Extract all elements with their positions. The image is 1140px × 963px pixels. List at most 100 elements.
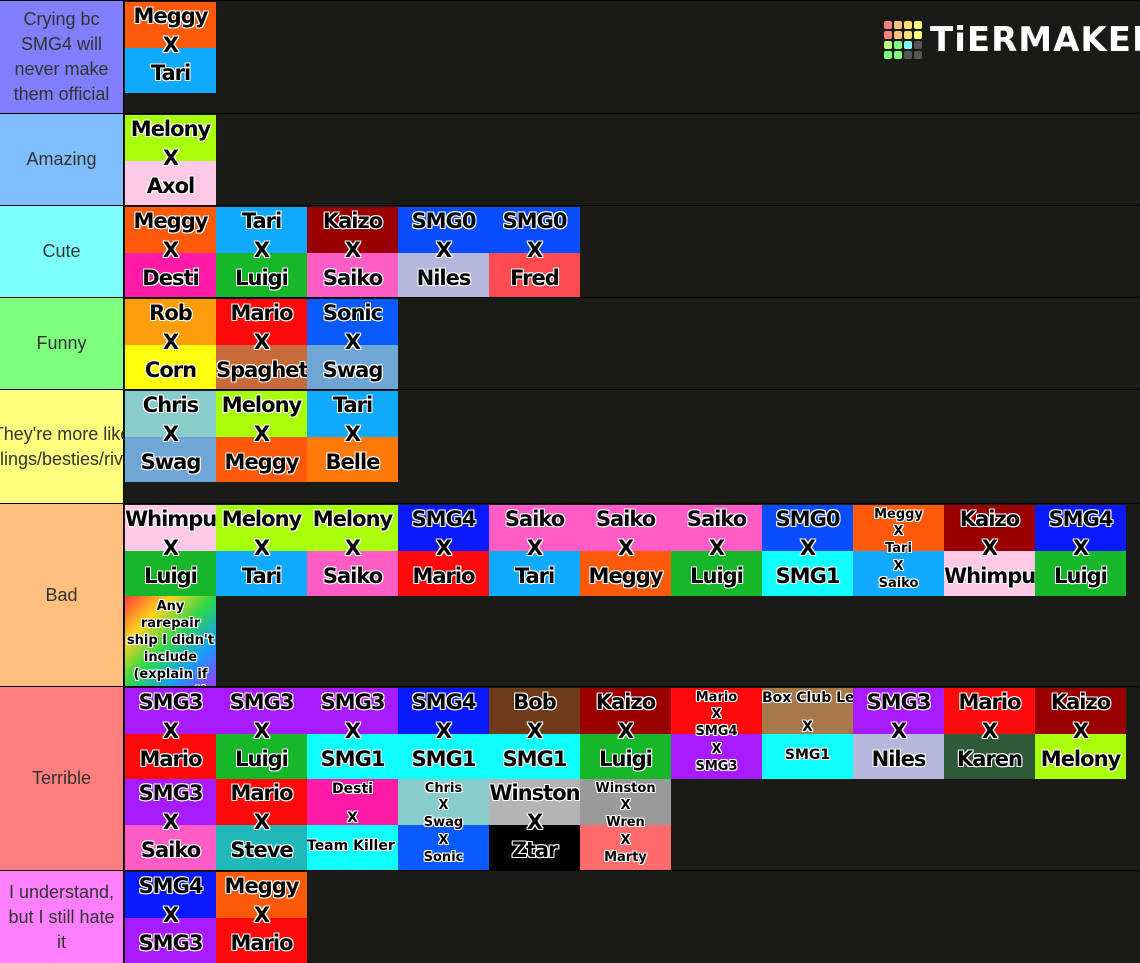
tier-label[interactable]: Funny <box>0 298 124 389</box>
ship-name: Tari <box>885 541 912 557</box>
ship-name: Mario <box>230 781 293 805</box>
tile-top-color <box>944 505 1035 551</box>
tier-label[interactable]: Cute <box>0 206 124 297</box>
tile-bottom-color <box>853 733 944 779</box>
ship-tile[interactable]: Kaizo X Saiko <box>307 207 398 298</box>
ship-tile[interactable]: Sonic X Swag <box>307 299 398 390</box>
ship-tile[interactable]: Box Club Leader X SMG1 <box>762 688 853 779</box>
ship-tile[interactable]: Winston X Ztar <box>489 779 580 870</box>
ship-tile[interactable]: SMG4 X Mario <box>398 505 489 596</box>
tile-bottom-color <box>216 344 307 390</box>
ship-name: Fred <box>510 266 560 290</box>
logo-grid-cell <box>884 41 892 49</box>
tile-bottom-color <box>307 344 398 390</box>
tier-label[interactable]: Bad <box>0 504 124 686</box>
ship-tile[interactable]: Chris X Swag <box>125 391 216 482</box>
tier-label[interactable]: Amazing <box>0 114 124 205</box>
ship-tile[interactable]: SMG4 X SMG3 <box>125 872 216 963</box>
tile-bottom-color <box>398 824 489 870</box>
ship-tile[interactable]: SMG0 X Niles <box>398 207 489 298</box>
tier-label[interactable]: They're more like siblings/besties/rival… <box>0 390 146 503</box>
ship-tile[interactable]: Kaizo X Luigi <box>580 688 671 779</box>
ship-tile[interactable]: Any rarepair ship I didn't include (expl… <box>125 596 216 687</box>
ship-name: Melony <box>312 507 393 531</box>
ship-tile[interactable]: Saiko X Luigi <box>671 505 762 596</box>
ship-x: X <box>162 33 179 57</box>
tier-row: I understand, but I still hate it SMG4 X SM… <box>0 870 1140 963</box>
tile-top-color <box>125 207 216 253</box>
tile-top-color <box>216 299 307 345</box>
ship-tile[interactable]: Kaizo X Melony <box>1035 688 1126 779</box>
ship-tile[interactable]: Mario X Steve <box>216 779 307 870</box>
ship-tile[interactable]: SMG0 X SMG1 <box>762 505 853 596</box>
tile-bottom-color <box>489 550 580 596</box>
ship-name: SMG4 <box>411 690 477 714</box>
tile-top-color <box>398 207 489 253</box>
tile-top-color <box>125 391 216 437</box>
ship-x: X <box>1072 536 1089 560</box>
ship-tile[interactable]: Meggy X Tari <box>125 2 216 93</box>
ship-tile[interactable]: Saiko X Tari <box>489 505 580 596</box>
ship-tile[interactable]: SMG3 X Saiko <box>125 779 216 870</box>
ship-tile[interactable]: Meggy X Desti <box>125 207 216 298</box>
ship-name: Chris <box>142 393 199 417</box>
ship-tile[interactable]: Mario X Spaghetti <box>216 299 307 390</box>
ship-name: Luigi <box>599 747 653 771</box>
tier-label[interactable]: Crying bc SMG4 will never make them offi… <box>0 1 124 113</box>
ship-tile[interactable]: Melony X Saiko <box>307 505 398 596</box>
ship-tile[interactable]: Whimpu X Luigi <box>125 505 216 596</box>
ship-x: X <box>162 719 179 743</box>
ship-tile[interactable]: Saiko X Meggy <box>580 505 671 596</box>
ship-name: Swag <box>322 358 384 382</box>
ship-tile[interactable]: SMG4 X SMG1 <box>398 688 489 779</box>
ship-tile[interactable]: Tari X Luigi <box>216 207 307 298</box>
tier-label[interactable]: Terrible <box>0 687 124 870</box>
ship-name: Mario <box>230 301 293 325</box>
ship-x: X <box>162 903 179 927</box>
tier-row: Amazing Melony X Axol <box>0 113 1140 206</box>
tier-label[interactable]: I understand, but I still hate it <box>0 871 124 963</box>
tile-top-color <box>580 779 671 825</box>
ship-tile[interactable]: Meggy X Mario <box>216 872 307 963</box>
ship-tile[interactable]: Mario X SMG4 X SMG3 <box>671 688 762 779</box>
ship-name: Rob <box>149 301 193 325</box>
ship-x: X <box>253 810 270 834</box>
ship-name: Whimpu <box>944 564 1035 588</box>
ship-tile[interactable]: SMG4 X Luigi <box>1035 505 1126 596</box>
ship-tile[interactable]: Desti X Team Killer Ink Leader (Meggy's De… <box>307 779 398 870</box>
ship-tile[interactable]: Winston X Wren X Marty <box>580 779 671 870</box>
tile-top-color <box>762 505 853 551</box>
ship-tile[interactable]: Mario X Karen <box>944 688 1035 779</box>
ship-tile[interactable]: Chris X Swag X Sonic <box>398 779 489 870</box>
tile-bottom-color <box>853 550 944 596</box>
ship-tile[interactable]: Rob X Corn <box>125 299 216 390</box>
tile-top-color <box>580 505 671 551</box>
ship-tile[interactable]: Melony X Meggy <box>216 391 307 482</box>
tier-items: SMG3 X Mario SMG3 X Luigi SMG3 X SMG1 SMG4 X SMG1 Bo… <box>125 687 1140 870</box>
ship-name: Winston <box>595 781 656 796</box>
ship-x: X <box>435 719 452 743</box>
ship-name: Meggy <box>133 209 209 233</box>
ship-tile[interactable]: Melony X Axol <box>125 115 216 206</box>
ship-tile[interactable]: Bob X SMG1 <box>489 688 580 779</box>
ship-name: SMG4 <box>695 724 738 740</box>
ship-tile[interactable]: Meggy X Tari X Saiko <box>853 505 944 596</box>
logo-grid-cell <box>884 51 892 59</box>
ship-x: X <box>526 719 543 743</box>
ship-tile[interactable]: SMG3 X Niles <box>853 688 944 779</box>
ship-name: Wren <box>606 815 645 831</box>
tile-bottom-color <box>307 252 398 298</box>
ship-tile[interactable]: Melony X Tari <box>216 505 307 596</box>
ship-name: Meggy <box>133 4 209 28</box>
tile-bottom-color <box>125 550 216 596</box>
ship-tile[interactable]: SMG3 X Mario <box>125 688 216 779</box>
ship-tile[interactable]: SMG0 X Fred <box>489 207 580 298</box>
ship-name: Meggy <box>874 507 923 522</box>
tier-items: Whimpu X Luigi Melony X Tari Melony X Saiko SMG4 X… <box>125 504 1140 687</box>
ship-tile[interactable]: Kaizo X Whimpu <box>944 505 1035 596</box>
ship-tile[interactable]: Tari X Belle <box>307 391 398 482</box>
ship-x: X <box>620 832 631 848</box>
ship-tile[interactable]: SMG3 X SMG1 <box>307 688 398 779</box>
ship-tile[interactable]: SMG3 X Luigi <box>216 688 307 779</box>
tile-top-color <box>125 688 216 734</box>
